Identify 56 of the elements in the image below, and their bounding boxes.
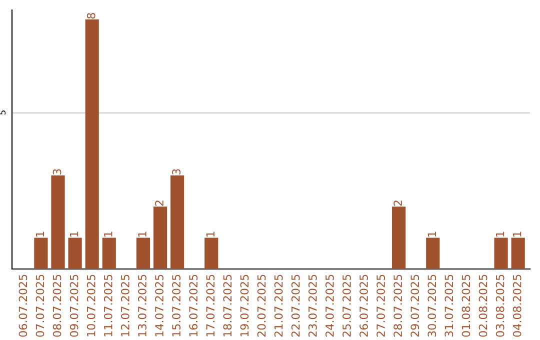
x-tick-label: 06.07.2025 (18, 274, 28, 337)
x-tick-label: 13.07.2025 (138, 274, 146, 336)
bar (392, 206, 406, 269)
data-label: 1 (70, 232, 78, 237)
x-tick-label: 03.08.2025 (496, 274, 504, 337)
bar (136, 238, 150, 269)
x-tick-label: 24.07.2025 (325, 274, 334, 337)
x-tick-label: 16.07.2025 (189, 274, 198, 336)
data-label: 2 (394, 200, 402, 206)
bar (51, 175, 65, 269)
bar (68, 238, 82, 269)
bar (170, 175, 184, 269)
x-tick-label: 17.07.2025 (206, 274, 215, 336)
data-label: 3 (172, 169, 181, 175)
data-label: 1 (513, 232, 522, 237)
x-tick-label: 20.07.2025 (257, 274, 266, 337)
bar (153, 206, 168, 269)
bar (204, 238, 218, 269)
x-tick-label: 14.07.2025 (155, 274, 164, 336)
x-tick-label: 29.07.2025 (410, 274, 420, 337)
x-tick-label: 08.07.2025 (52, 274, 62, 337)
x-tick-label: 28.07.2025 (394, 274, 402, 337)
x-tick-label: 18.07.2025 (223, 274, 232, 336)
bar (426, 238, 440, 269)
x-tick-label: 26.07.2025 (360, 274, 368, 337)
x-tick-label: 27.07.2025 (376, 274, 385, 337)
bar (511, 238, 525, 269)
x-tick-label: 09.07.2025 (70, 274, 78, 337)
x-tick-label: 22.07.2025 (291, 274, 300, 337)
x-tick-label: 10.07.2025 (86, 274, 96, 336)
x-tick-label: 31.07.2025 (444, 274, 454, 337)
data-label: 1 (206, 232, 214, 237)
data-label: 2 (155, 200, 164, 206)
x-tick-label: 21.07.2025 (274, 274, 283, 337)
data-label: 1 (104, 232, 112, 237)
x-tick-label: 07.07.2025 (36, 274, 44, 337)
x-tick-label: 23.07.2025 (308, 274, 317, 337)
bar (34, 238, 48, 269)
x-tick-label: 04.08.2025 (512, 274, 522, 337)
data-label: 8 (86, 13, 96, 19)
x-tick-label: 30.07.2025 (428, 274, 436, 337)
data-label: 1 (36, 232, 44, 237)
bar (102, 238, 116, 269)
x-tick-label: 25.07.2025 (342, 274, 351, 337)
data-label: 3 (52, 169, 62, 175)
x-tick-label: 12.07.2025 (120, 274, 130, 336)
data-label: 1 (428, 232, 436, 237)
x-tick-label: 19.07.2025 (240, 274, 249, 336)
data-label: 1 (138, 232, 146, 237)
x-tick-label: 02.08.2025 (478, 274, 488, 337)
bar (494, 238, 508, 269)
bar (85, 19, 99, 269)
x-tick-label: 01.08.2025 (462, 274, 470, 337)
x-tick-label: 11.07.2025 (104, 274, 112, 336)
x-tick-label: 15.07.2025 (172, 274, 181, 336)
data-label: 1 (496, 232, 504, 237)
